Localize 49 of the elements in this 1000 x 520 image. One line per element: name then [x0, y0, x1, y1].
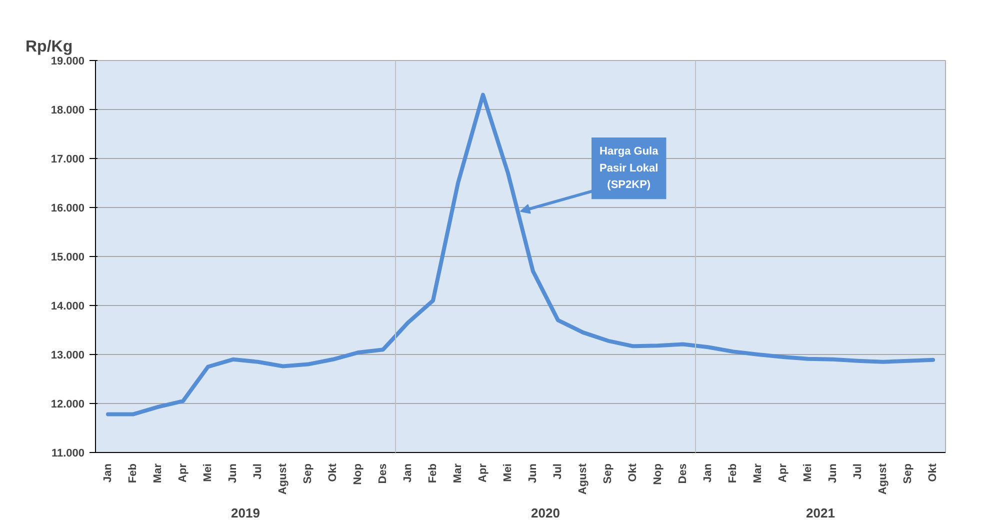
x-tick-label: Feb	[127, 463, 139, 484]
x-tick-label: Agust	[577, 463, 589, 495]
y-tick-label: 18.000	[50, 104, 85, 116]
x-tick-label: Jul	[552, 463, 564, 480]
y-tick-label: 13.000	[50, 350, 85, 362]
x-tick-label: Jul	[252, 463, 264, 480]
x-tick-label: Apr	[477, 462, 489, 482]
x-tick-label: Nop	[352, 463, 364, 485]
x-tick-label: Des	[377, 463, 389, 484]
x-tick-label: Okt	[327, 463, 339, 482]
y-tick-label: 12.000	[50, 398, 85, 410]
line-series	[106, 92, 935, 416]
x-tick-label: Jan	[102, 463, 114, 482]
x-tick-label: Mei	[502, 463, 514, 482]
x-tick-label: Feb	[427, 463, 439, 484]
x-tick-label: Sep	[302, 463, 314, 484]
y-tick-label: 19.000	[50, 56, 85, 68]
x-tick-label: Mei	[802, 463, 814, 482]
y-tick-label: 17.000	[50, 154, 85, 166]
x-tick-label: Sep	[602, 463, 614, 484]
x-tick-label: Jun	[227, 463, 239, 484]
y-tick-label: 11.000	[51, 448, 85, 460]
x-tick-label: Jun	[527, 463, 539, 484]
text: Harga Gula Pasir Lokal (SP2KP)	[600, 146, 660, 192]
x-tick-label: Jan	[702, 463, 714, 482]
x-tick-label: Feb	[727, 463, 739, 484]
x-tick-label: Mei	[202, 463, 214, 482]
text: 2021	[806, 506, 835, 520]
x-tick-label: Jul	[852, 463, 864, 480]
x-tick-label: Des	[677, 463, 689, 484]
x-tick-label: Sep	[902, 463, 914, 484]
x-tick-label: Nop	[652, 463, 664, 485]
x-tick-label: Jan	[402, 463, 414, 482]
x-tick-label: Okt	[927, 463, 939, 482]
x-tick-label: Apr	[177, 462, 189, 482]
y-tick-label: 14.000	[50, 300, 85, 312]
x-tick-label: Mar	[752, 462, 764, 484]
x-tick-label: Okt	[627, 463, 639, 482]
y-tick-label: 15.000	[50, 252, 85, 264]
text: 2020	[531, 506, 560, 520]
x-tick-label: Apr	[777, 462, 789, 482]
x-tick-label: Mar	[452, 462, 464, 484]
y-axis-title: Rp/Kg	[26, 38, 73, 56]
x-tick-label: Agust	[277, 463, 289, 495]
x-tick-label: Agust	[877, 463, 889, 495]
x-tick-label: Jun	[827, 463, 839, 484]
y-tick-label: 16.000	[50, 202, 85, 214]
x-tick-label: Mar	[152, 462, 164, 484]
text: 2019	[231, 506, 260, 520]
